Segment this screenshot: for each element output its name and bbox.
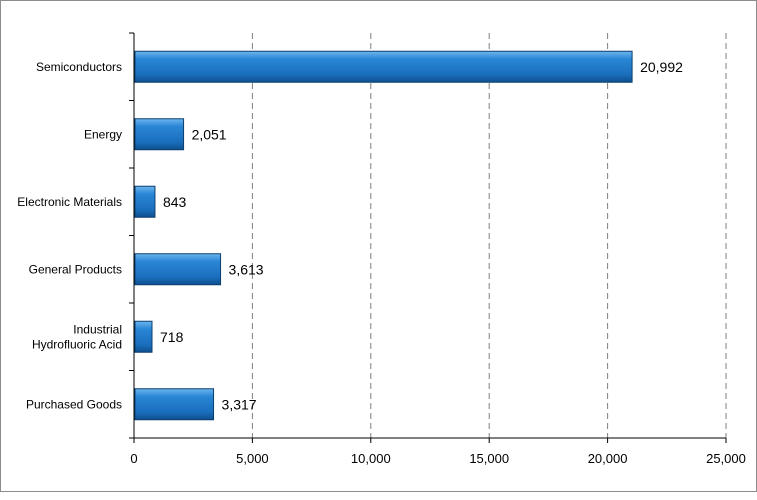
category-label-3-0: General Products	[29, 262, 122, 276]
x-tick-label-2: 10,000	[351, 451, 391, 466]
category-label-4-1: Hydrofluoric Acid	[32, 337, 122, 351]
tick-labels: 0 5,000 10,000 15,000 20,000 25,000	[130, 451, 746, 466]
category-label-4-0: Industrial	[73, 322, 122, 336]
x-tick-label-0: 0	[130, 451, 137, 466]
bar-1	[134, 118, 185, 151]
value-label-1: 2,051	[192, 126, 227, 142]
bars	[134, 50, 633, 421]
x-tick-label-4: 20,000	[588, 451, 628, 466]
value-label-2: 843	[163, 194, 187, 210]
bar-3	[134, 253, 222, 286]
category-label-1-0: Energy	[84, 127, 122, 141]
bar-5	[134, 388, 215, 421]
value-label-4: 718	[160, 329, 184, 345]
x-tick-label-3: 15,000	[469, 451, 509, 466]
value-labels: 20,992 2,051 843 3,613 718 3,317	[160, 59, 683, 413]
x-tick-label-5: 25,000	[706, 451, 746, 466]
category-label-5-0: Purchased Goods	[26, 397, 122, 411]
value-label-3: 3,613	[229, 261, 264, 277]
value-label-5: 3,317	[222, 396, 257, 412]
value-label-0: 20,992	[640, 59, 683, 75]
category-label-2-0: Electronic Materials	[17, 195, 122, 209]
gridlines	[251, 33, 727, 438]
bar-4	[134, 320, 153, 353]
axes	[129, 32, 727, 443]
category-label-0-0: Semiconductors	[36, 60, 122, 74]
x-tick-label-1: 5,000	[236, 451, 269, 466]
bar-2	[134, 185, 156, 218]
bar-0	[134, 50, 633, 83]
bar-chart: Semiconductors Energy Electronic Materials…	[17, 32, 746, 466]
category-labels: Semiconductors Energy Electronic Materials…	[17, 60, 122, 412]
